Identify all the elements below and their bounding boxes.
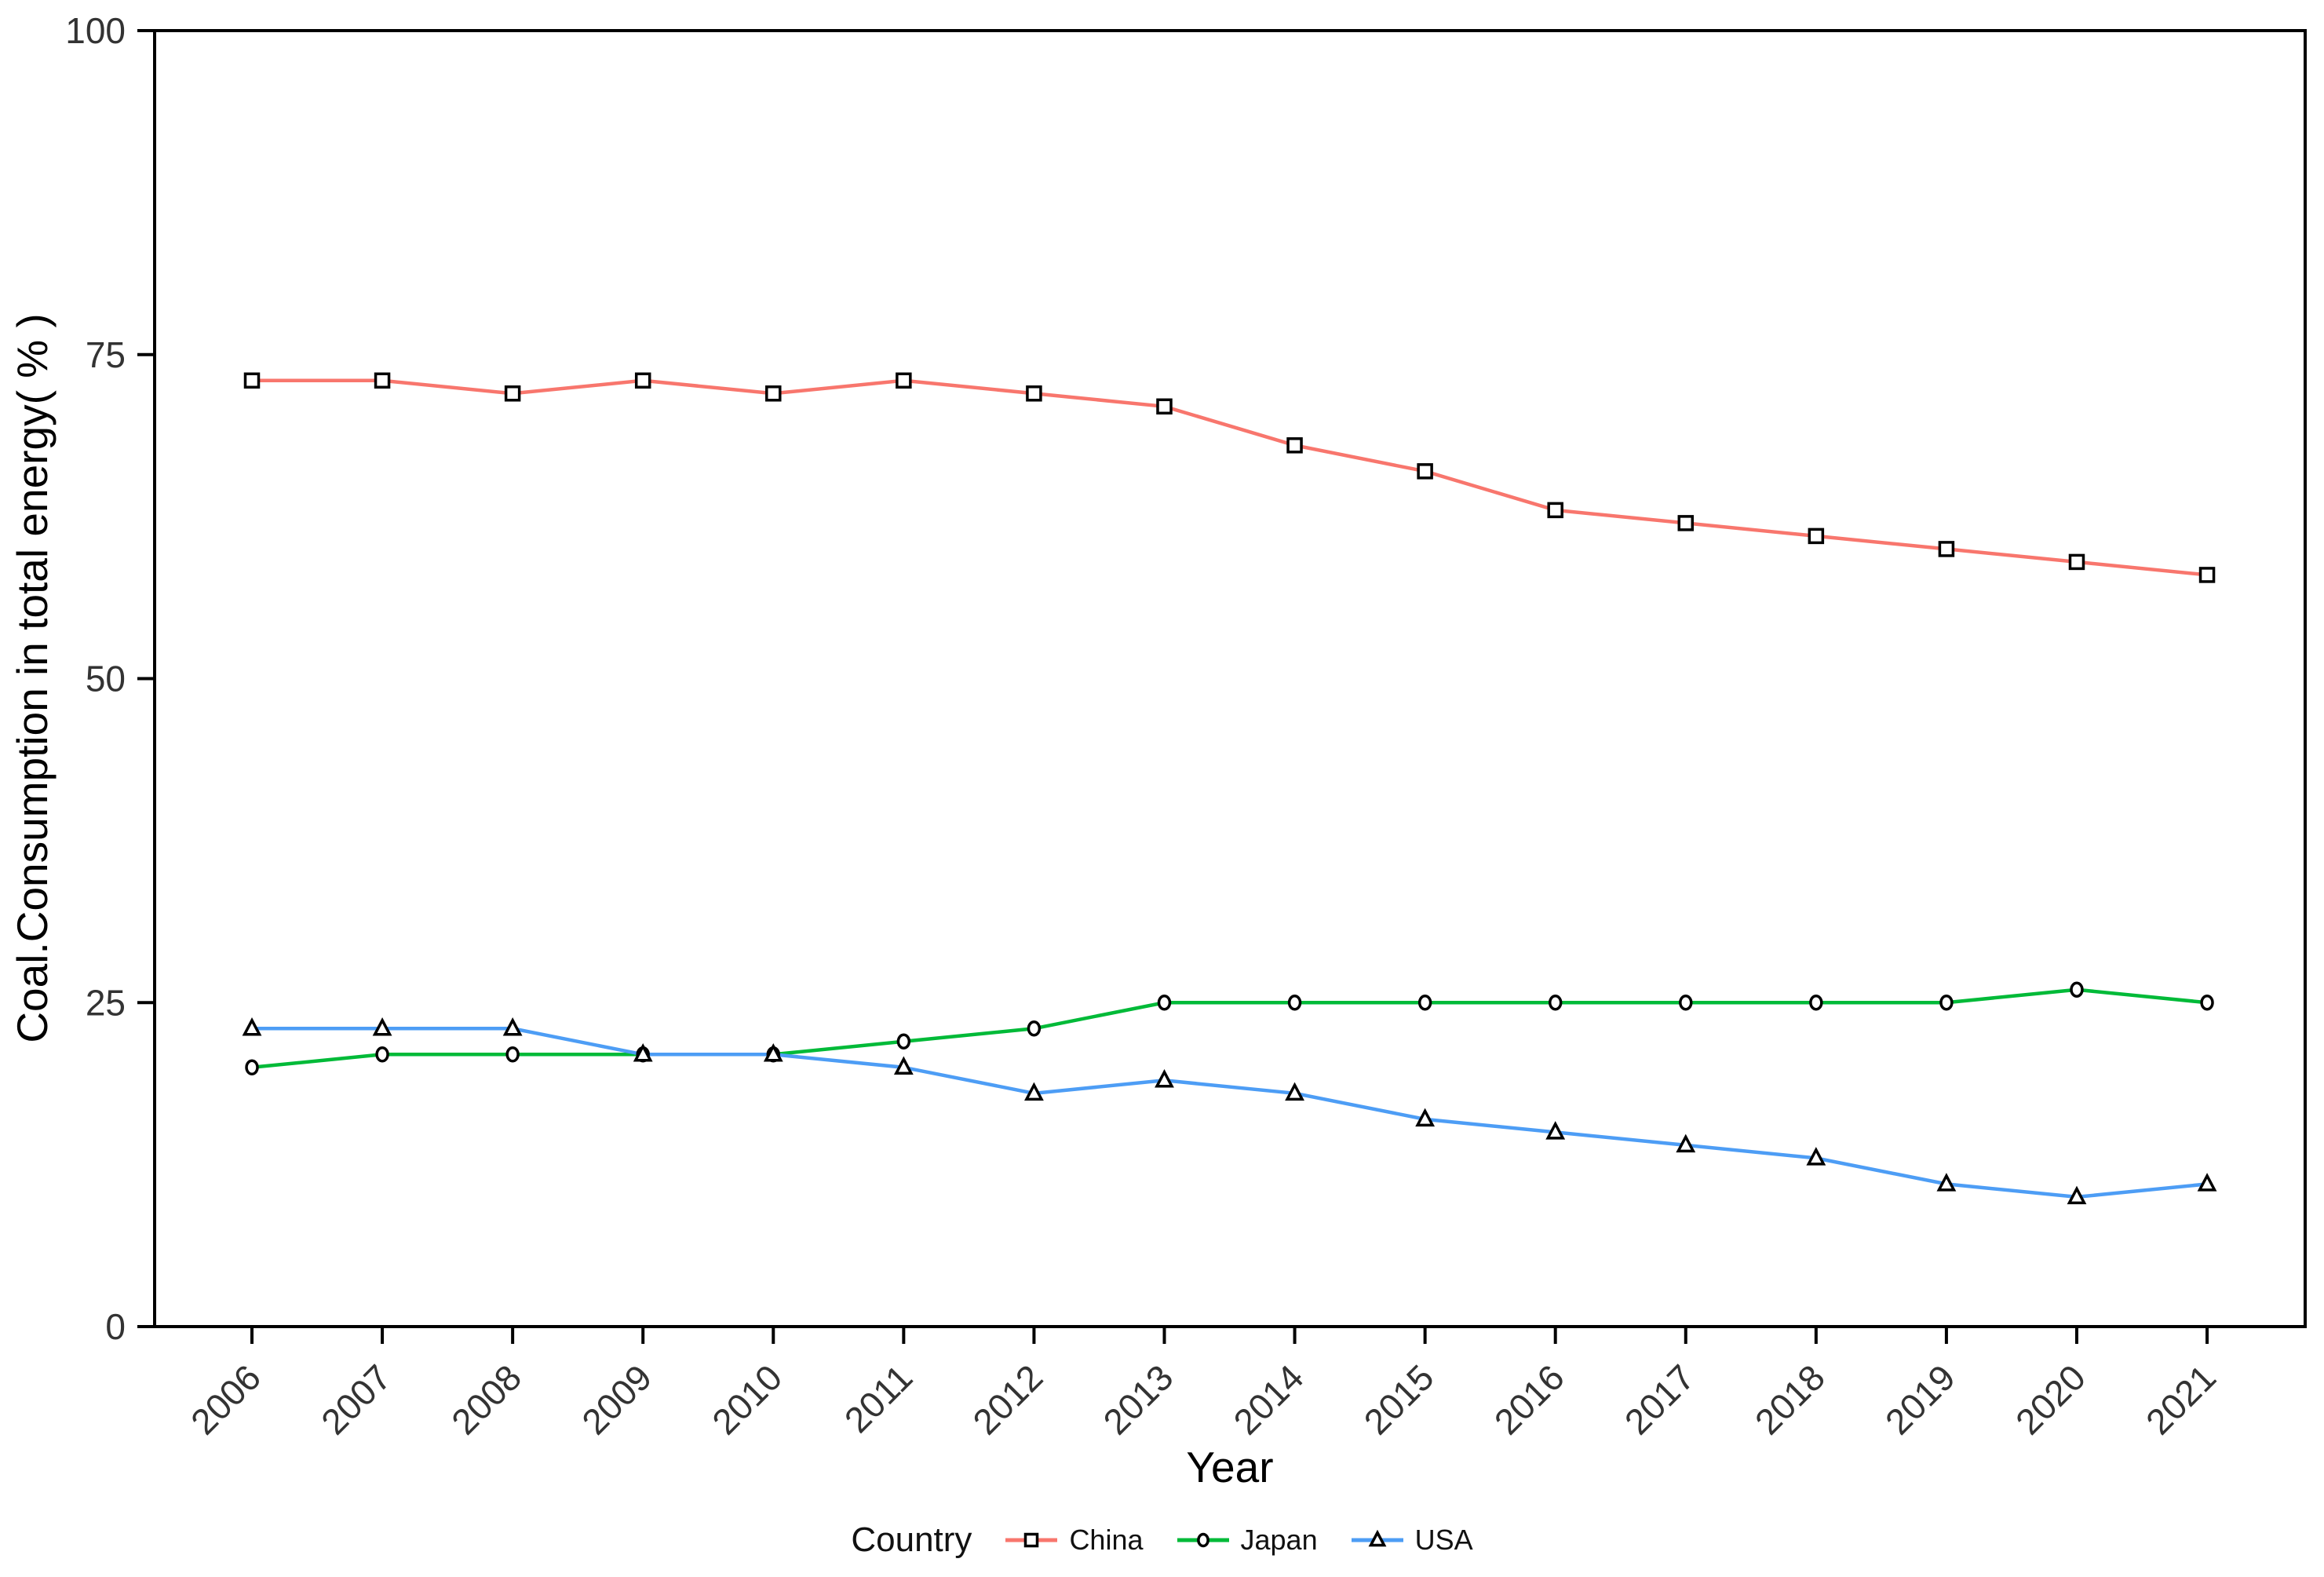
marker-usa-2008 — [502, 1017, 523, 1036]
x-tick-label-2021: 2021 — [2138, 1356, 2224, 1442]
marker-japan-2021 — [2200, 995, 2214, 1011]
china-legend-key-square-icon — [1005, 1532, 1058, 1548]
marker-usa-2007 — [372, 1017, 392, 1036]
marker-china-2011 — [896, 372, 912, 389]
legend-key-marker-china — [1024, 1532, 1039, 1548]
marker-japan-2011 — [896, 1033, 911, 1050]
axis-ticks: 0 25 50 75 100 2006 2007 2008 2009 2010 2011 2012 20… — [65, 10, 2224, 1442]
marker-japan-2017 — [1679, 995, 1693, 1011]
marker-china-2017 — [1677, 515, 1695, 531]
x-tick-label-2013: 2013 — [1095, 1356, 1180, 1442]
legend: Country China Japan USA — [0, 1512, 2324, 1568]
x-tick-label-2007: 2007 — [313, 1356, 399, 1442]
marker-china-2013 — [1156, 398, 1173, 415]
plot-panel — [153, 29, 2307, 1328]
marker-china-2006 — [243, 372, 261, 389]
marker-usa-2011 — [893, 1056, 914, 1075]
marker-japan-2008 — [505, 1046, 520, 1063]
marker-japan-2020 — [2070, 981, 2084, 998]
marker-china-2020 — [2068, 553, 2085, 571]
y-tick-label-100: 100 — [65, 10, 126, 51]
marker-china-2007 — [374, 372, 391, 389]
marker-usa-2017 — [1676, 1133, 1696, 1153]
series-lines — [251, 378, 2208, 1199]
series-line-china — [252, 378, 2208, 577]
x-tick-label-2010: 2010 — [704, 1356, 790, 1442]
marker-japan-2016 — [1548, 995, 1563, 1011]
y-tick-label-0: 0 — [105, 1306, 126, 1347]
marker-usa-2010 — [763, 1043, 783, 1062]
marker-china-2021 — [2198, 567, 2216, 583]
y-tick-label-75: 75 — [86, 334, 126, 375]
x-tick-label-2008: 2008 — [443, 1356, 529, 1442]
x-tick-label-2009: 2009 — [574, 1356, 659, 1442]
marker-china-2015 — [1417, 463, 1433, 480]
marker-usa-2018 — [1806, 1147, 1826, 1166]
x-tick-label-2015: 2015 — [1356, 1356, 1442, 1442]
japan-legend-key-circle-icon — [1177, 1532, 1229, 1548]
marker-china-2009 — [634, 372, 651, 389]
x-tick-label-2006: 2006 — [183, 1356, 268, 1442]
x-tick-label-2014: 2014 — [1225, 1356, 1311, 1442]
marker-china-2014 — [1286, 437, 1303, 454]
marker-china-2012 — [1026, 385, 1042, 402]
marker-japan-2014 — [1287, 995, 1302, 1011]
marker-japan-2006 — [245, 1059, 259, 1076]
legend-title: Country — [851, 1520, 972, 1559]
y-tick-label-50: 50 — [86, 659, 126, 699]
marker-china-2018 — [1808, 527, 1825, 545]
legend-item-china: China — [1003, 1523, 1144, 1557]
x-tick-label-2020: 2020 — [2008, 1356, 2093, 1442]
marker-china-2010 — [765, 385, 782, 402]
legend-label-china: China — [1069, 1524, 1144, 1556]
x-tick-label-2018: 2018 — [1747, 1356, 1833, 1442]
usa-legend-key-triangle-icon — [1351, 1529, 1403, 1547]
marker-japan-2013 — [1157, 995, 1172, 1011]
y-axis-title: Coal.Consumption in total energy( % ) — [8, 313, 57, 1042]
x-tick-label-2011: 2011 — [837, 1356, 921, 1440]
marker-japan-2012 — [1027, 1020, 1042, 1037]
marker-usa-2016 — [1545, 1121, 1566, 1140]
legend-item-usa: USA — [1349, 1523, 1473, 1557]
x-tick-label-2016: 2016 — [1487, 1356, 1572, 1442]
marker-usa-2012 — [1024, 1082, 1044, 1101]
marker-japan-2018 — [1809, 995, 1823, 1011]
marker-japan-2007 — [375, 1046, 389, 1063]
series-markers — [242, 372, 2217, 1205]
marker-usa-2015 — [1415, 1108, 1436, 1127]
marker-usa-2019 — [1936, 1173, 1957, 1192]
marker-usa-2009 — [633, 1043, 653, 1062]
marker-china-2008 — [504, 385, 521, 402]
marker-japan-2019 — [1939, 995, 1954, 1011]
marker-usa-2013 — [1155, 1069, 1174, 1088]
legend-key-marker-usa — [1368, 1529, 1387, 1547]
legend-key-marker-japan — [1196, 1532, 1209, 1548]
x-tick-label-2012: 2012 — [965, 1356, 1050, 1442]
y-tick-label-25: 25 — [86, 982, 126, 1023]
marker-usa-2014 — [1285, 1082, 1304, 1101]
x-axis-title: Year — [1186, 1443, 1273, 1491]
series-line-usa — [252, 1027, 2208, 1199]
x-tick-label-2017: 2017 — [1617, 1356, 1702, 1442]
legend-item-japan: Japan — [1175, 1523, 1318, 1557]
legend-label-usa: USA — [1414, 1524, 1473, 1556]
marker-japan-2015 — [1417, 995, 1432, 1011]
marker-usa-2021 — [2197, 1173, 2217, 1192]
marker-china-2016 — [1547, 502, 1563, 519]
marker-china-2019 — [1938, 541, 1955, 557]
x-tick-label-2019: 2019 — [1877, 1356, 1963, 1442]
legend-label-japan: Japan — [1240, 1524, 1318, 1556]
marker-usa-2020 — [2067, 1185, 2087, 1205]
marker-usa-2006 — [242, 1017, 262, 1036]
series-line-japan — [251, 987, 2208, 1070]
